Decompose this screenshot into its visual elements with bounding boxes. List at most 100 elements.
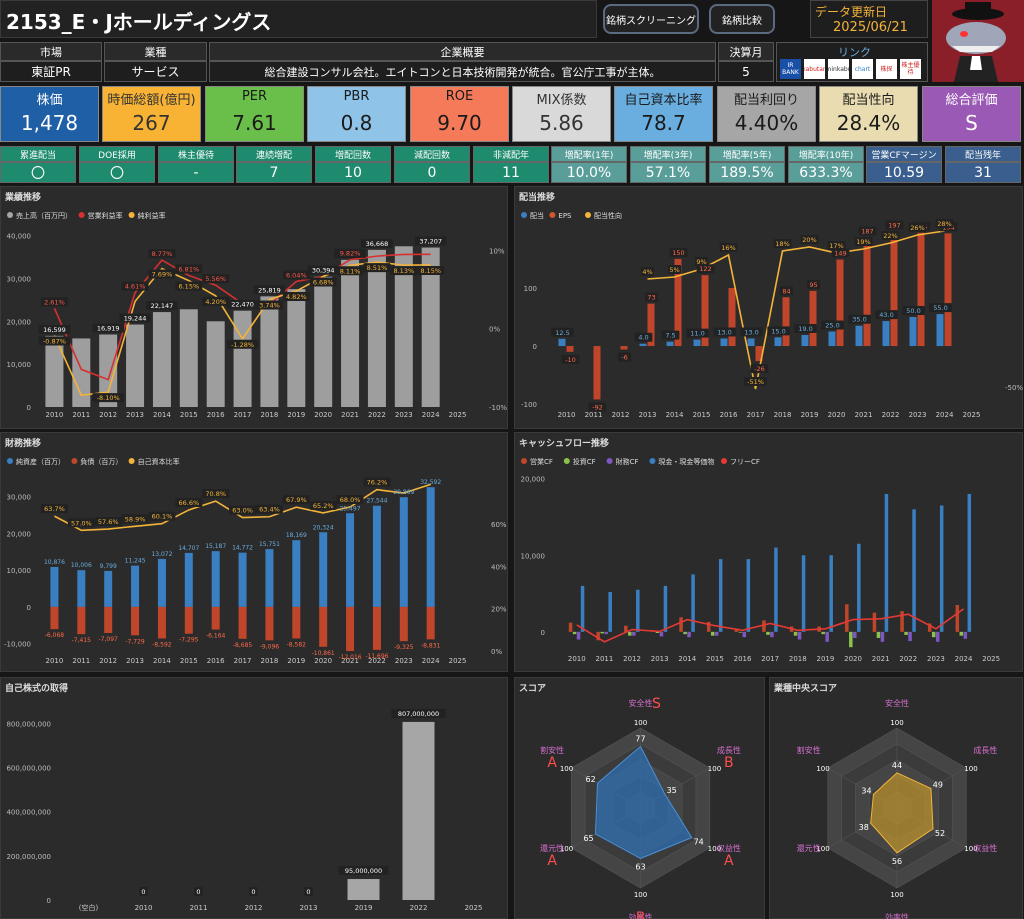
data-label: 22% (883, 232, 897, 240)
data-label: 4% (642, 268, 652, 276)
legend-marker (128, 212, 135, 218)
y2-tick: 40% (491, 563, 507, 571)
stat-label: DOE採用 (79, 146, 155, 162)
data-label-bg (634, 332, 653, 342)
link-icon-1[interactable]: IR BANK (780, 59, 801, 79)
data-label-bg (686, 328, 709, 338)
sales-bar (206, 321, 225, 407)
data-label: 17% (829, 242, 843, 250)
radar-value: 63 (635, 862, 645, 871)
x-tick: 2010 (135, 904, 153, 912)
link-icon-6[interactable]: 株主優待 (900, 59, 921, 79)
x-tick: 2011 (596, 655, 614, 663)
kpi-value: 267 (132, 111, 171, 135)
fin-cf-bar (853, 631, 857, 638)
stat-label: 配当残年 (945, 146, 1021, 162)
market-header: 市場 (0, 42, 102, 61)
link-icon-3[interactable]: minkabu (828, 59, 849, 79)
op-cf-bar (845, 604, 849, 632)
equity-label: 14,707 (178, 545, 199, 552)
x-tick: 2014 (666, 411, 684, 419)
x-tick: 2011 (190, 904, 208, 912)
data-label: 19.0 (798, 325, 812, 333)
equity-label: 11,245 (125, 558, 146, 565)
x-tick: 2023 (395, 411, 413, 419)
sales-bar (367, 249, 386, 407)
compare-button[interactable]: 銘柄比較 (709, 4, 775, 34)
y-tick: 10,000 (7, 361, 32, 369)
screening-button[interactable]: 銘柄スクリーニング (603, 4, 699, 34)
radar-value: 35 (667, 786, 677, 795)
data-label: 20% (802, 236, 816, 244)
inv-cf-bar (931, 631, 936, 638)
x-tick: 2014 (678, 655, 696, 663)
data-label-bg (361, 238, 393, 248)
x-tick: 2016 (734, 655, 752, 663)
x-tick: 2021 (872, 655, 890, 663)
equity-label: 9,799 (100, 563, 117, 570)
dividend-bar (909, 317, 917, 347)
data-label-bg (779, 286, 794, 296)
x-tick: 2015 (693, 411, 711, 419)
equity-bar (157, 558, 166, 607)
kpi-label: 株価 (36, 93, 63, 108)
data-label-bg (391, 708, 446, 718)
link-icon-5[interactable]: 株探 (876, 59, 897, 79)
equity-label: 20,324 (313, 524, 334, 531)
x-tick: 2016 (207, 411, 225, 419)
data-label: 0 (141, 888, 145, 896)
data-label-bg (854, 237, 873, 246)
data-label-bg (304, 887, 313, 896)
data-label-bg (229, 505, 257, 515)
data-label: 25.0 (825, 322, 839, 330)
stat-label: 減配回数 (394, 146, 470, 162)
data-label-bg (390, 266, 418, 276)
x-tick: 2011 (585, 411, 603, 419)
data-label-bg (338, 866, 389, 876)
kpi-card: ROE 9.70 (410, 86, 509, 142)
link-icon-2[interactable]: kabutan (804, 59, 825, 79)
payout-line (647, 230, 945, 390)
data-label: 6.68% (313, 278, 334, 286)
x-tick: 2010 (568, 655, 586, 663)
radar-grade: A (547, 755, 557, 771)
op-cf-bar (734, 629, 739, 632)
fiscal-value: 5 (718, 61, 774, 82)
data-label: -8.10% (97, 394, 120, 402)
stat-label: 非減配年 (473, 146, 549, 162)
liabilities-bar (319, 606, 328, 647)
x-tick: 2023 (395, 657, 413, 665)
sales-bar (287, 289, 306, 407)
kpi-value: S (965, 111, 978, 135)
data-label: 58.9% (125, 515, 146, 523)
y-tick: 100 (524, 285, 537, 293)
eps-bar (917, 232, 925, 347)
x-tick: 2021 (341, 657, 359, 665)
data-label-bg (226, 299, 259, 309)
data-label: 9.82% (340, 250, 361, 258)
equity-bar (319, 532, 328, 607)
radar-axis-label: 成長性 (973, 745, 997, 755)
buyback-title: 自己株式の取得 (5, 684, 69, 694)
radar-axis-label: 割安性 (797, 745, 821, 755)
x-tick: 2018 (774, 411, 792, 419)
cash-bar (912, 509, 916, 632)
stat-label: 増配率(1年) (551, 146, 627, 162)
data-label: 197 (888, 222, 900, 230)
dividend-bar (747, 338, 755, 347)
kpi-label: PER (241, 89, 268, 104)
link-icon-4[interactable]: chart (852, 59, 873, 79)
x-tick: 2011 (72, 411, 90, 419)
data-label: 57.0% (71, 519, 92, 527)
x-tick: 2020 (314, 657, 332, 665)
liabilities-bar (426, 606, 435, 640)
eps-bar (701, 275, 709, 347)
stat-label: 増配率(5年) (709, 146, 785, 162)
stat-value: 〇 (79, 162, 155, 183)
fin-cf-bar (935, 631, 940, 642)
x-tick: 2013 (639, 411, 657, 419)
op-cf-bar (679, 617, 683, 632)
x-tick: 2014 (153, 657, 171, 665)
stat-value: 10 (315, 162, 391, 183)
stat-value: 10.0% (551, 162, 627, 183)
